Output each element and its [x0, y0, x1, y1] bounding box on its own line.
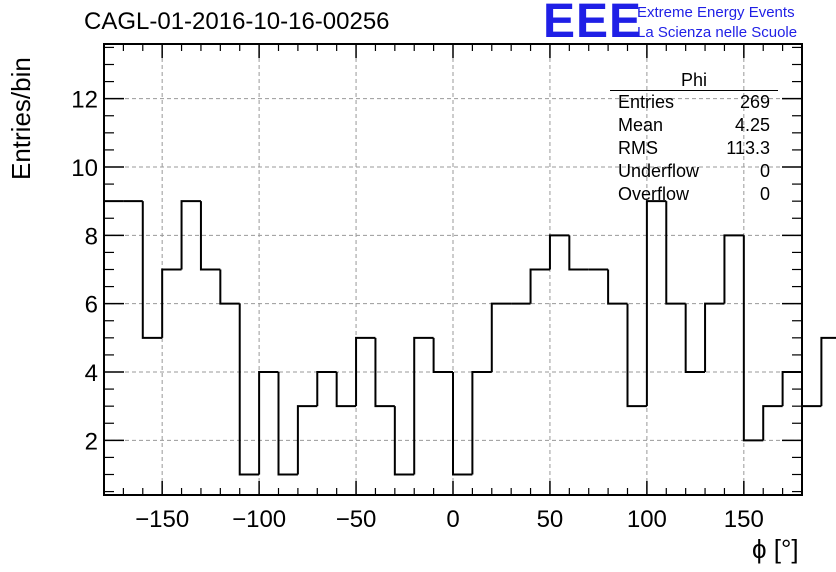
- histogram-bin: [199, 201, 221, 271]
- y-axis-label: Entries/bin: [6, 57, 36, 180]
- histogram-bin: [219, 269, 240, 305]
- stats-row-mean: Mean 4.25: [610, 114, 778, 137]
- stats-label: Mean: [618, 115, 664, 135]
- y-tick-label: 6: [85, 292, 98, 319]
- stats-row-overflow: Overflow 0: [610, 183, 778, 206]
- axis-ticks: [103, 44, 803, 495]
- histogram-bin: [645, 200, 667, 407]
- histogram-bin: [684, 303, 706, 373]
- x-tick-label: −50: [336, 506, 377, 533]
- y-tick-label: 12: [71, 87, 98, 114]
- histogram-bin: [626, 303, 647, 408]
- histogram-bin: [355, 336, 376, 407]
- stats-box: Phi Entries 269 Mean 4.25 RMS 113.3 Unde…: [610, 70, 778, 206]
- histogram-bin: [665, 201, 686, 305]
- histogram-bin: [374, 337, 395, 408]
- y-tick-label: 2: [85, 428, 98, 455]
- histogram-bin: [742, 235, 764, 442]
- histogram-bin: [316, 371, 337, 407]
- stats-value: 269: [739, 92, 770, 112]
- histogram-bin: [529, 268, 550, 304]
- logo-line-1: Extreme Energy Events: [637, 4, 795, 21]
- histogram-bin: [452, 372, 473, 476]
- histogram-bin: [704, 302, 725, 372]
- histogram-bin: [548, 234, 570, 270]
- x-tick-label: 100: [627, 506, 667, 533]
- histogram-bin: [277, 372, 298, 476]
- eee-logo: EEE: [543, 0, 643, 48]
- y-tick-label: 8: [85, 223, 98, 250]
- chart-title: CAGL-01-2016-10-16-00256: [84, 8, 390, 35]
- histogram-bin: [568, 235, 589, 271]
- logo-line-2: La Scienza nelle Scuole: [637, 24, 798, 41]
- x-tick-label: 50: [537, 506, 564, 533]
- stats-value: 4.25: [734, 115, 770, 135]
- histogram-bin: [161, 268, 182, 338]
- histogram-bin: [258, 371, 279, 475]
- histogram-bin: [723, 234, 744, 304]
- histogram-bin: [432, 337, 453, 373]
- histogram-series: [104, 200, 836, 476]
- stats-value: 0: [759, 184, 770, 204]
- stats-value: 0: [759, 161, 770, 181]
- stats-box-title: Phi: [610, 70, 778, 91]
- x-tick-label: 150: [724, 506, 764, 533]
- stats-label: RMS: [618, 138, 658, 158]
- x-tick-label: 0: [446, 506, 459, 533]
- y-tick-label: 10: [71, 155, 98, 182]
- histogram-bin: [607, 269, 628, 305]
- stats-label: Underflow: [618, 161, 700, 181]
- y-tick-label: 4: [85, 360, 98, 387]
- histogram-bin: [296, 405, 318, 475]
- stats-row-rms: RMS 113.3: [610, 137, 778, 160]
- histogram-bin: [801, 372, 822, 408]
- x-tick-label: −150: [135, 506, 189, 533]
- histogram-bin: [762, 405, 783, 441]
- histogram-bin: [335, 372, 357, 408]
- histogram-bin: [490, 302, 512, 372]
- histogram-bin: [471, 371, 492, 475]
- histogram-bin: [141, 201, 163, 339]
- x-axis-label: ϕ [°]: [752, 534, 799, 564]
- stats-value: 113.3: [726, 138, 770, 158]
- histogram-bin: [820, 336, 836, 407]
- stats-row-entries: Entries 269: [610, 91, 778, 114]
- histogram-bin: [180, 200, 201, 270]
- stats-row-underflow: Underflow 0: [610, 160, 778, 183]
- histogram-bin: [238, 303, 260, 476]
- histogram-bin: [393, 406, 415, 476]
- histogram-bin: [413, 336, 434, 475]
- x-tick-label: −100: [232, 506, 286, 533]
- axis-tick-labels: −150 −100 −50 0 50 100 150 2 4 6 8 10 12: [71, 87, 764, 533]
- stats-label: Overflow: [618, 184, 690, 204]
- stats-label: Entries: [618, 92, 675, 112]
